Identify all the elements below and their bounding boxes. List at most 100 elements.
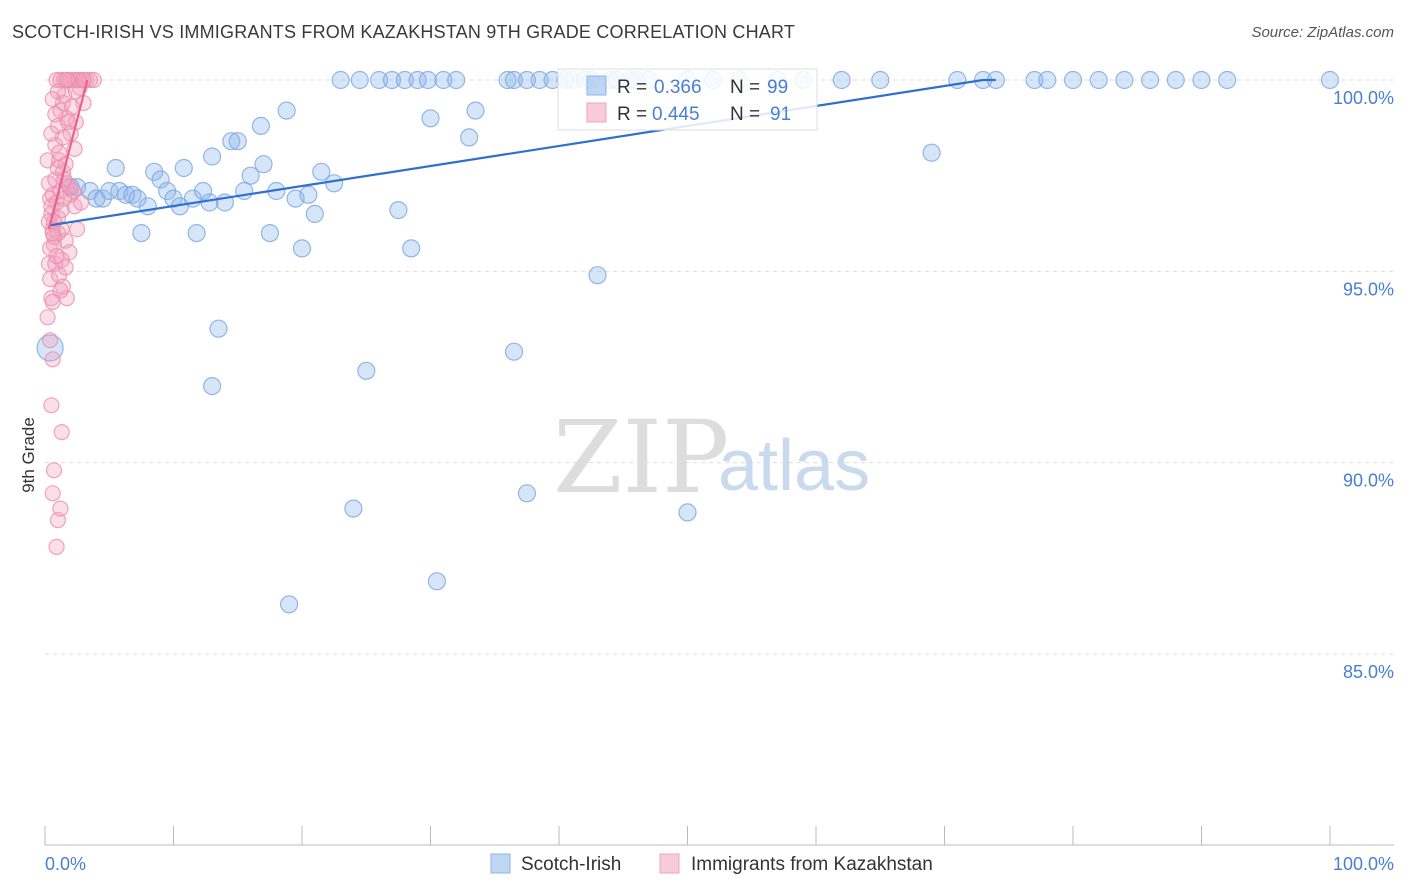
scotch-irish-point-83 <box>1063 70 1083 90</box>
scotch-irish-point-39 <box>312 162 331 181</box>
y-tick-label-1: 95.0% <box>1343 279 1394 299</box>
legend-r-label-2: R = <box>617 104 647 125</box>
scotch-irish-point-92 <box>203 377 222 396</box>
scotch-irish-point-52 <box>447 70 466 90</box>
scotch-irish-point-29 <box>241 166 260 185</box>
scotch-irish-point-77 <box>922 143 941 162</box>
x-tick-label-right: 100.0% <box>1333 854 1394 874</box>
kazakhstan-point-14 <box>44 485 61 502</box>
scotch-irish-point-24 <box>203 147 222 166</box>
scotch-irish-point-48 <box>408 70 427 90</box>
scotch-irish-point-64 <box>588 266 607 285</box>
scotch-irish-point-15 <box>151 170 170 189</box>
series-legend: Scotch-Irish Immigrants from Kazakhstan <box>490 853 933 875</box>
scotch-irish-point-21 <box>187 224 206 243</box>
series-legend-label-kazakhstan: Immigrants from Kazakhstan <box>691 854 933 875</box>
scotch-irish-point-7 <box>106 158 125 178</box>
scotch-irish-point-27 <box>228 132 247 151</box>
scotch-irish-point-91 <box>209 319 228 338</box>
y-tick-label-0: 100.0% <box>1333 88 1394 108</box>
kazakhstan-point-87 <box>58 71 75 89</box>
scotch-irish-point-55 <box>498 70 517 90</box>
scotch-irish-point-49 <box>421 109 440 128</box>
trend-lines <box>47 78 996 230</box>
scotch-irish-point-90 <box>1320 70 1340 90</box>
legend-n-label-1: N = <box>730 77 760 98</box>
scotch-irish-point-41 <box>331 70 350 90</box>
watermark: ZIP atlas <box>553 399 870 516</box>
kazakhstan-point-76 <box>47 106 64 123</box>
scotch-irish-point-57 <box>517 70 537 90</box>
scotch-irish-point-75 <box>832 70 851 90</box>
legend-r-label-1: R = <box>617 77 647 98</box>
chart-source: Source: ZipAtlas.com <box>1251 24 1394 41</box>
scotch-irish-point-42 <box>350 70 369 90</box>
x-axis <box>44 826 1394 846</box>
kazakhstan-point-82 <box>52 282 69 299</box>
kazakhstan-point-85 <box>70 71 87 89</box>
scotch-irish-point-85 <box>1115 70 1134 90</box>
scotch-irish-point-50 <box>418 70 437 90</box>
scotch-irish-point-5 <box>93 189 112 208</box>
scotch-irish-point-93 <box>357 361 376 380</box>
scotch-irish-point-23 <box>200 193 219 212</box>
y-axis-label: 9th Grade <box>19 417 38 493</box>
scotch-irish-point-40 <box>325 174 344 193</box>
kazakhstan-point-88 <box>44 90 61 108</box>
scotch-irish-point-36 <box>292 239 312 258</box>
kazakhstan-point-7 <box>41 270 59 288</box>
scotch-irish-point-96 <box>517 484 537 503</box>
kazakhstan-point-9 <box>39 309 56 326</box>
y-tick-labels: 100.0% 95.0% 90.0% 85.0% <box>1333 88 1394 682</box>
y-tick-label-2: 90.0% <box>1343 471 1394 491</box>
kazakhstan-trend-line <box>47 79 89 230</box>
kazakhstan-point-72 <box>63 98 81 115</box>
kazakhstan-point-90 <box>53 202 70 219</box>
scotch-irish-point-53 <box>460 128 479 147</box>
scotch-irish-point-13 <box>138 197 157 216</box>
scotch-irish-point-89 <box>1218 70 1237 90</box>
scotch-irish-point-81 <box>1025 70 1044 90</box>
scotch-irish-point-43 <box>370 70 389 90</box>
scotch-irish-point-95 <box>344 499 363 518</box>
series-legend-swatch-pink <box>659 853 680 874</box>
legend-r-value-2: 0.445 <box>652 104 700 125</box>
scotch-irish-point-76 <box>871 70 890 90</box>
scotch-irish-point-58 <box>530 70 549 90</box>
legend-r-value-1: 0.366 <box>654 77 702 98</box>
scotch-irish-point-86 <box>1140 70 1160 90</box>
kazakhstan-point-53 <box>72 194 90 211</box>
scotch-irish-point-47 <box>402 239 421 258</box>
kazakhstan-point-11 <box>44 351 61 368</box>
scotch-irish-point-34 <box>277 101 296 120</box>
kazakhstan-point-17 <box>48 538 65 556</box>
series-legend-swatch-blue <box>490 853 511 874</box>
scotch-irish-point-54 <box>466 101 485 120</box>
kazakhstan-point-71 <box>57 259 74 276</box>
scotch-irish-point-32 <box>260 224 279 243</box>
kazakhstan-point-83 <box>44 293 61 310</box>
scotch-irish-point-94 <box>504 342 524 361</box>
scotch-irish-point-12 <box>132 224 151 243</box>
series-immigrants-from-kazakhstan-points <box>39 71 102 556</box>
watermark-atlas: atlas <box>718 426 870 506</box>
scotch-irish-point-11 <box>128 189 147 208</box>
legend-n-value-1: 99 <box>767 77 788 98</box>
scotch-irish-point-46 <box>389 201 408 220</box>
scotch-irish-point-37 <box>299 185 318 204</box>
watermark-zip: ZIP <box>553 399 729 516</box>
scotch-irish-point-22 <box>194 181 213 201</box>
scotch-irish-point-97 <box>678 503 697 522</box>
kazakhstan-point-78 <box>44 225 61 242</box>
scotch-irish-point-84 <box>1089 70 1108 90</box>
kazakhstan-point-81 <box>48 247 65 265</box>
correlation-legend: R = 0.366 N = 99 R = 0.445 N = 91 <box>557 68 818 131</box>
legend-n-value-2: 91 <box>770 104 791 125</box>
kazakhstan-point-12 <box>43 397 60 414</box>
scotch-irish-point-98 <box>427 572 446 591</box>
scotch-irish-point-51 <box>434 70 453 90</box>
x-tick-label-left: 0.0% <box>45 854 86 874</box>
y-tick-label-3: 85.0% <box>1343 662 1394 682</box>
kazakhstan-point-35 <box>54 94 72 112</box>
